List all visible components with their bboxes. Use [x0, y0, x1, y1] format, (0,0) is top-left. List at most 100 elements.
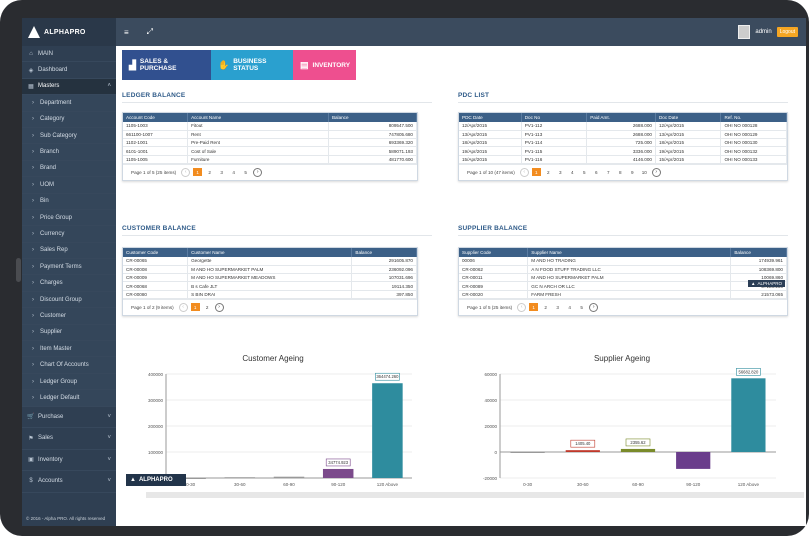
next-page-icon[interactable]: › [589, 302, 599, 312]
table-row[interactable]: CR-00009 M AND HO SUPERMARKET MEADOWS 1070… [123, 273, 417, 283]
next-page-icon[interactable]: › [253, 167, 263, 177]
logout-button[interactable]: Logout [776, 27, 798, 37]
table-row[interactable]: 19/Apr/2015 PV1-115 3336.000 19/Apr/2015 OHI… [459, 146, 787, 156]
column-header[interactable]: Supplier Code [459, 248, 529, 257]
table-row[interactable]: 18/Apr/2015 PV1-114 725.000 18/Apr/2015 OHI … [459, 138, 787, 148]
table-row[interactable]: 12/Apr/2015 PV1-112 2688.000 12/Apr/2015 OHI… [459, 122, 787, 131]
page-number[interactable]: 2 [205, 304, 209, 310]
page-number[interactable]: 5 [582, 169, 586, 175]
table-row[interactable]: 1102-1001 Pre-Paid Rent 693369.320 [123, 138, 418, 148]
column-header[interactable]: Doc No [521, 113, 588, 122]
table-row[interactable]: 15/Apr/2015 PV1-116 4146.000 15/Apr/2015 OHI… [459, 155, 787, 165]
sidebar-item-sub-category[interactable]: › Sub Category [22, 127, 116, 145]
tab-inventory[interactable]: ▤ INVENTORY [293, 50, 356, 80]
chart-bar[interactable] [620, 448, 656, 452]
prev-page-icon[interactable]: ‹ [519, 167, 529, 177]
sidebar-item-inventory[interactable]: ▣ Inventory ˅ [22, 449, 116, 472]
sidebar-item-currency[interactable]: › Currency [22, 226, 116, 243]
chart-bar[interactable] [676, 452, 711, 469]
table-row[interactable]: CR-00068 B s Cafe JLT 19114.350 [123, 281, 417, 291]
column-header[interactable]: Paid Amt. [586, 113, 656, 122]
page-number[interactable]: 4 [568, 304, 571, 310]
page-number[interactable]: 8 [618, 169, 622, 175]
chart-bar[interactable] [322, 468, 354, 478]
page-number[interactable]: 9 [630, 169, 634, 175]
table-row[interactable]: CR-00020 FARM FRESH 21573.065 [459, 290, 787, 300]
next-page-icon[interactable]: › [214, 302, 224, 312]
tab-business-status[interactable]: ✋ BUSINESS STATUS [211, 50, 293, 80]
table-row[interactable]: CR-00080 S BIN DRAI 397.850 [123, 290, 417, 300]
chart-bar[interactable] [372, 383, 403, 478]
column-header[interactable]: Supplier Name [527, 248, 732, 257]
menu-icon[interactable]: ≡ [124, 27, 129, 37]
table-row[interactable]: 00006 M AND HO TRADING 174939.961 [459, 257, 787, 266]
sidebar-item-brand[interactable]: › Brand [22, 160, 116, 178]
sidebar-item-discount-group[interactable]: › Discount Group [22, 291, 116, 309]
sidebar-item-purchase[interactable]: 🛒 Purchase ˅ [22, 406, 116, 429]
sidebar-item-customer[interactable]: › Customer [22, 308, 116, 325]
page-number[interactable]: 5 [580, 304, 583, 310]
page-number[interactable]: 7 [606, 169, 610, 175]
page-number[interactable]: 3 [556, 304, 559, 310]
table-row[interactable]: CR-00065 Georgette 291605.870 [123, 257, 417, 266]
column-header[interactable]: PDC Date [459, 113, 522, 122]
sidebar-item-payment-terms[interactable]: › Payment Terms [22, 259, 116, 276]
page-number[interactable]: 1 [531, 168, 541, 177]
prev-page-icon[interactable]: ‹ [178, 302, 188, 312]
column-header[interactable]: Customer Code [123, 248, 189, 257]
prev-page-icon[interactable]: ‹ [517, 302, 527, 312]
table-row[interactable]: 661100-1007 Rent 747805.680 [123, 130, 418, 140]
sidebar-item-ledger-default[interactable]: › Ledger Default [22, 390, 116, 407]
page-number[interactable]: 2 [208, 169, 211, 175]
table-row[interactable]: CR-00062 A N FOOD STUFF TRADING LLC 108369… [459, 265, 787, 275]
sidebar-item-category[interactable]: › Category [22, 111, 116, 128]
table-row[interactable]: 13/Apr/2015 PV1-113 2688.000 13/Apr/2015 OHI… [459, 130, 787, 140]
chart-bar[interactable] [273, 476, 305, 478]
sidebar-item-dashboard[interactable]: ◈ Dashboard [22, 62, 116, 79]
next-page-icon[interactable]: › [651, 167, 661, 177]
sidebar-item-accounts[interactable]: $ Accounts ˅ [22, 471, 116, 493]
sidebar-item-masters[interactable]: ▦ Masters ˄ [22, 78, 116, 96]
table-row[interactable]: 1105-1003 Fitout 809547.500 [123, 122, 418, 131]
chart-bar[interactable] [224, 477, 256, 479]
page-number[interactable]: 2 [544, 304, 547, 310]
page-number[interactable]: 4 [570, 169, 574, 175]
chart-bar[interactable] [510, 452, 545, 453]
sidebar-item-chart-of-accounts[interactable]: › Chart Of Accounts [22, 357, 116, 374]
page-number[interactable]: 3 [220, 169, 223, 175]
sidebar-item-main[interactable]: ⌂ MAIN [22, 46, 116, 63]
table-row[interactable]: 1105-1005 Furniture 481770.600 [123, 155, 418, 165]
sidebar-item-uom[interactable]: › UOM [22, 177, 116, 194]
sidebar-item-price-group[interactable]: › Price Group [22, 209, 116, 227]
sidebar-item-sales[interactable]: ⚑ Sales ˅ [22, 428, 116, 450]
brand[interactable]: ALPHAPRO [22, 18, 116, 46]
sidebar-item-item-master[interactable]: › Item Master [22, 341, 116, 358]
table-row[interactable]: CR-00011 M AND HO SUPERMARKET PALM 10069.8… [459, 273, 787, 283]
page-number[interactable]: 3 [558, 169, 562, 175]
column-header[interactable]: Customer Name [187, 248, 353, 257]
column-header[interactable]: Ref. No. [720, 113, 787, 122]
chart-bar[interactable] [731, 378, 766, 452]
column-header[interactable]: Balance [351, 248, 417, 257]
sidebar-item-charges[interactable]: › Charges [22, 275, 116, 292]
sidebar-item-department[interactable]: › Department [22, 95, 116, 112]
page-number[interactable]: 6 [594, 169, 598, 175]
chart-bar[interactable] [565, 450, 600, 452]
prev-page-icon[interactable]: ‹ [181, 167, 191, 177]
horizontal-scrollbar[interactable] [146, 492, 804, 498]
page-number[interactable]: 1 [529, 303, 539, 312]
sidebar-item-bin[interactable]: › Bin [22, 193, 116, 210]
page-number[interactable]: 10 [641, 169, 647, 175]
page-number[interactable]: 5 [244, 169, 247, 175]
column-header[interactable]: Balance [328, 113, 418, 122]
sidebar-item-sales-rep[interactable]: › Sales Rep [22, 242, 116, 260]
expand-icon[interactable]: ⤢ [146, 27, 154, 36]
table-row[interactable]: 6101-1001 Cost of Sale 589071.193 [123, 146, 418, 156]
tab-sales-purchase[interactable]: ▟ SALES & PURCHASE [122, 50, 211, 80]
page-number[interactable]: 4 [232, 169, 235, 175]
sidebar-item-branch[interactable]: › Branch [22, 144, 116, 161]
table-row[interactable]: CR-00008 M AND HO SUPERMARKET PALM 236092.… [123, 265, 417, 275]
page-number[interactable]: 2 [546, 169, 550, 175]
column-header[interactable]: Balance [730, 248, 787, 257]
